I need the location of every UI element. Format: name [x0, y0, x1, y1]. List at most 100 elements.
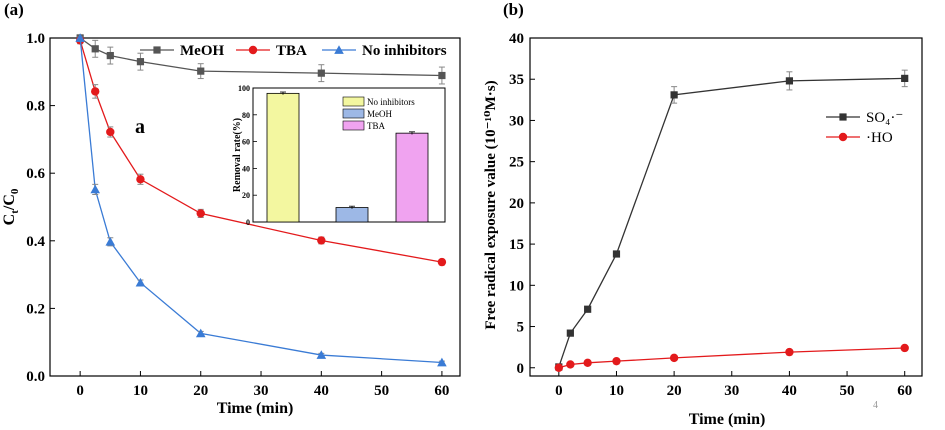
- inset-ytick-label: 20: [242, 191, 250, 200]
- legend-label: TBA: [276, 43, 307, 59]
- panel-a-ylabel-main: C: [1, 214, 18, 226]
- panel-a-point: [438, 71, 446, 80]
- panel-a-annotation: a: [135, 116, 145, 138]
- legend-marker: [334, 45, 344, 54]
- panel-a-label: (a): [4, 0, 24, 19]
- inset-ytick-label: 100: [238, 84, 250, 93]
- inset-legend-label: No inhibitors: [367, 97, 415, 107]
- panel-b-ytick-label: 5: [517, 320, 525, 336]
- inset-bar: [395, 132, 429, 223]
- panel-b-chart: 0 10 20 30 40 50 60 0 5 10 15 20 25 30 35 40 SO₄·⁻ ·HO T…: [483, 31, 923, 428]
- panel-b-xlabel: Time (min): [689, 411, 766, 428]
- panel-a-ytick-label: 0.0: [26, 369, 45, 385]
- panel-a-xlabel: Time (min): [217, 400, 294, 417]
- panel-a-point: [317, 236, 326, 245]
- inset-ytick-label: 60: [242, 138, 250, 147]
- panel-a-ylabel: Ct/C0: [1, 188, 21, 225]
- panel-b-frame: [529, 37, 923, 377]
- panel-a-point: [135, 277, 146, 287]
- legend-marker: [838, 132, 848, 142]
- legend-label: ·HO: [866, 130, 893, 146]
- panel-b-point: [566, 329, 574, 337]
- inset-legend-swatch: [342, 108, 365, 119]
- panel-b-point: [900, 343, 909, 353]
- panel-b-point: [669, 353, 679, 363]
- panel-a-xtick-label: 30: [254, 383, 269, 399]
- panel-b-point: [785, 77, 794, 85]
- panel-b-ylabel: Free radical exposure value (10⁻¹⁰M·s): [483, 80, 499, 329]
- panel-b-xtick-label: 60: [897, 383, 912, 399]
- page-mark: 4: [873, 400, 878, 411]
- panel-b-point: [785, 347, 794, 357]
- panel-a-point: [136, 175, 145, 184]
- panel-a-ytick-label: 0.4: [26, 234, 45, 250]
- panel-b-ytick-label: 10: [509, 278, 524, 294]
- panel-b-ytick-label: 30: [509, 113, 524, 129]
- panel-a-point: [106, 51, 114, 60]
- legend-label: No inhibitors: [362, 43, 447, 59]
- panel-b-xtick-label: 40: [782, 383, 797, 399]
- inset-ylabel: Removal rate(%): [232, 118, 243, 192]
- panel-a-xtick-label: 50: [374, 383, 389, 399]
- panel-b-xtick-label: 20: [667, 383, 682, 399]
- panel-b-ytick-label: 25: [509, 155, 524, 171]
- inset-legend-swatch: [342, 96, 365, 107]
- legend-label: MeOH: [180, 43, 224, 59]
- panel-a-inset: 0 20 40 60 80 100 No inhibitors MeOH TBA Remova…: [232, 84, 446, 227]
- panel-b-ytick-label: 15: [509, 237, 524, 253]
- panel-b-point: [554, 363, 564, 372]
- panel-b-point: [583, 358, 592, 368]
- inset-bar: [335, 207, 369, 223]
- panel-a-ylabel-sub2: 0: [9, 188, 21, 194]
- panel-b-ytick-label: 40: [509, 31, 524, 47]
- panel-b-xtick-label: 0: [555, 383, 563, 399]
- panel-b-xtick-label: 10: [609, 383, 624, 399]
- panel-a-point: [317, 69, 325, 77]
- legend-marker: [839, 113, 847, 121]
- panel-a-xtick-label: 10: [133, 383, 148, 399]
- panel-a-frame: [49, 37, 461, 377]
- panel-b-legend: SO₄·⁻ ·HO: [826, 110, 903, 146]
- panel-a-point: [91, 45, 99, 53]
- panel-b-xtick-label: 50: [840, 383, 855, 399]
- panel-a-xtick-label: 0: [76, 383, 84, 399]
- legend-label: SO₄·⁻: [866, 110, 903, 126]
- panel-a-ytick-label: 0.6: [26, 166, 45, 182]
- panel-b-ytick-label: 35: [509, 72, 524, 88]
- panel-a-point: [105, 237, 116, 246]
- panel-a-ylabel-sub1: t: [9, 210, 21, 214]
- inset-ytick-label: 0: [246, 218, 250, 227]
- panel-b-xtick-label: 30: [724, 383, 739, 399]
- panel-b-point: [566, 360, 575, 369]
- panel-a-point: [106, 127, 115, 137]
- panel-a-ytick-label: 1.0: [26, 31, 45, 47]
- panel-b-point: [670, 91, 678, 99]
- inset-bar: [266, 92, 300, 223]
- panel-a-ytick-label: 0.2: [26, 301, 45, 317]
- panel-b-point: [901, 74, 909, 82]
- panel-a-point: [195, 328, 206, 338]
- panel-a-legend: MeOH TBA No inhibitors: [140, 43, 447, 59]
- panel-a-point: [437, 357, 447, 367]
- panel-b-point: [612, 250, 621, 258]
- panel-a-point: [197, 67, 205, 75]
- panel-a-point: [437, 257, 447, 267]
- inset-legend-label: TBA: [367, 121, 386, 131]
- panel-a-point: [90, 184, 101, 194]
- panel-a-ytick-label: 0.8: [26, 99, 45, 115]
- inset-ytick-label: 80: [242, 111, 250, 120]
- inset-legend-label: MeOH: [367, 109, 392, 119]
- inset-legend-swatch: [342, 120, 365, 131]
- panel-a-ylabel-slash: /C: [1, 194, 18, 211]
- inset-ytick-label: 40: [242, 164, 250, 173]
- panel-a-point: [196, 209, 205, 218]
- legend-marker: [153, 46, 161, 54]
- panel-b-ytick-label: 0: [517, 361, 525, 377]
- panel-a-point: [316, 350, 327, 359]
- legend-marker: [248, 45, 258, 55]
- panel-b-series-line: [558, 347, 905, 369]
- panel-b-label: (b): [503, 0, 524, 19]
- panel-a-point: [136, 58, 145, 66]
- panel-a-point: [91, 87, 100, 96]
